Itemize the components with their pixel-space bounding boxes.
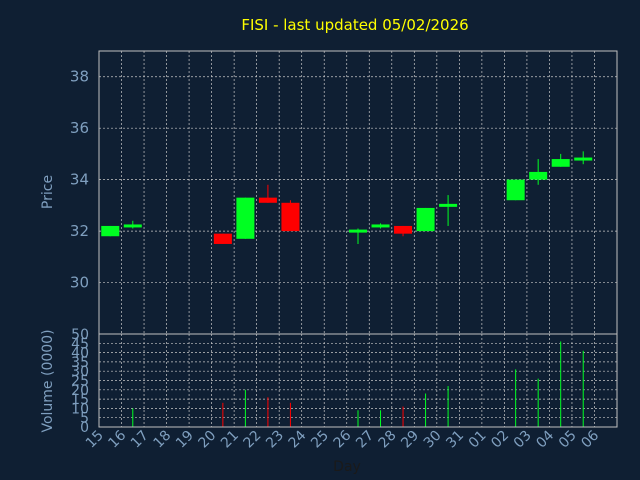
day-tick-label: 25 [308,428,332,452]
day-tick-label: 03 [511,428,535,452]
candle-body [416,207,435,232]
day-tick-label: 23 [263,428,287,452]
candle-body [506,179,525,201]
day-tick-label: 27 [353,428,377,452]
volume-tick-label: 40 [71,346,89,362]
day-tick-label: 31 [443,428,467,452]
candle-body [574,157,593,161]
price-grid [99,51,617,334]
day-tick-label: 19 [173,428,197,452]
price-axis-ticks: 30 32 34 36 38 [70,68,89,292]
candle-body [551,159,570,167]
volume-tick-label: 10 [71,401,89,417]
candle-body [236,197,255,239]
volume-tick-label: 50 [71,327,89,343]
day-tick-label: 02 [488,428,512,452]
day-tick-label: 20 [196,428,220,452]
day-tick-label: 30 [421,428,445,452]
volume-tick-label: 0 [80,420,89,436]
day-tick-label: 29 [398,428,422,452]
volume-panel-frame [98,333,618,428]
day-tick-label: 28 [376,428,400,452]
price-tick-label: 32 [70,222,89,240]
price-tick-label: 36 [70,119,89,137]
day-tick-label: 05 [556,428,580,452]
day-tick-label: 04 [533,427,557,451]
day-tick-label: 17 [128,428,152,452]
price-tick-label: 38 [70,68,89,86]
price-axis-label: Price [40,175,56,209]
candle-body [213,233,232,244]
day-tick-label: 22 [241,428,265,452]
price-tick-label: 34 [70,171,89,189]
volume-tick-label: 20 [71,383,89,399]
day-axis-ticks: 1516171819202122232425262728293031010203… [83,427,602,451]
candle-body [258,197,277,203]
candle-body [101,225,120,237]
price-panel-frame [98,50,618,335]
volume-axis-label: Volume (0000) [40,329,56,432]
candle-body [281,202,300,232]
volume-tick-label: 25 [71,374,89,390]
candle-body [348,229,368,233]
volume-tick-label: 35 [71,355,89,371]
candle-body [439,203,458,207]
day-axis-label: Day [333,459,361,475]
day-tick-label: 16 [105,427,129,451]
volume-bars [132,341,584,427]
day-tick-label: 06 [578,427,602,451]
candle-body [123,224,142,228]
day-tick-label: 24 [286,427,310,451]
day-tick-label: 01 [466,428,490,452]
price-tick-label: 30 [70,274,89,292]
volume-tick-label: 30 [71,364,89,380]
chart-title: FISI - last updated 05/02/2026 [241,16,468,34]
day-tick-label: 26 [331,427,355,451]
volume-tick-label: 45 [71,336,89,352]
candle-body [529,171,548,180]
candle-body [371,224,390,228]
price-candles [101,151,593,244]
volume-tick-label: 15 [71,392,89,408]
day-tick-label: 21 [218,428,242,452]
volume-grid [99,334,617,427]
volume-tick-label: 5 [80,411,89,427]
candle-body [394,225,413,234]
day-tick-label: 18 [150,428,174,452]
